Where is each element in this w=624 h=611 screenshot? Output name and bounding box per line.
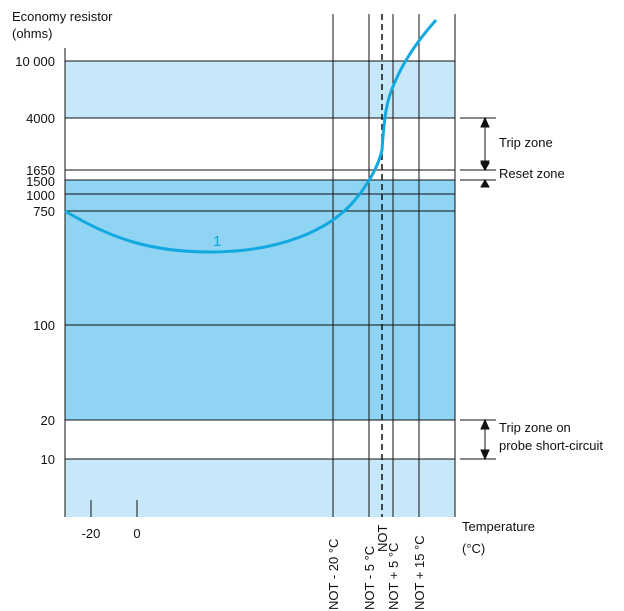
trip-zone-label: Trip zone [499,135,553,150]
short-circuit-label-line2: probe short-circuit [499,438,603,453]
y-tick-label: 1650 [26,163,55,178]
vertical-label-not: NOT [375,525,390,553]
x-axis-title-line1: Temperature [462,519,535,534]
arrowhead-down-icon [480,449,490,461]
y-tick-label: 4000 [26,111,55,126]
y-tick-label: 750 [33,204,55,219]
arrowhead-up-icon [480,418,490,430]
y-axis-title-line1: Economy resistor [12,9,113,24]
reset-zone-label: Reset zone [499,166,565,181]
y-tick-label: 10 [41,452,55,467]
x-tick-label: -20 [82,526,101,541]
vertical-label-not-minus-5: NOT - 5 °C [362,546,377,610]
resistance-curve [64,19,438,254]
mid-zone [65,180,455,420]
y-tick-label: 10 000 [15,54,55,69]
light-zone-bottom [65,459,455,517]
x-axis-title-line2: (°C) [462,541,485,556]
temperature-lines [332,14,456,517]
light-zone-top [65,61,455,118]
short-circuit-label-line1: Trip zone on [499,420,571,435]
y-tick-label: 20 [41,413,55,428]
y-tick-label: 1000 [26,188,55,203]
curve-label: 1 [213,233,221,250]
arrowhead-up-icon [480,116,490,128]
y-axis-title-line2: (ohms) [12,26,52,41]
level-lines [65,60,455,460]
vertical-label-not-plus-15: NOT + 15 °C [412,535,427,610]
vertical-label-not-minus-20: NOT - 20 °C [326,539,341,610]
y-tick-label: 1500 [26,174,55,189]
zone-brackets [460,116,496,461]
reset-arrow-down-icon [480,162,490,172]
reset-arrow-up-icon [480,178,490,188]
y-tick-labels: 10 000 4000 1650 1500 1000 750 100 20 10 [15,54,55,467]
vertical-label-not-plus-5: NOT + 5 °C [386,543,401,610]
x-tick-label: 0 [133,526,140,541]
y-tick-label: 100 [33,318,55,333]
